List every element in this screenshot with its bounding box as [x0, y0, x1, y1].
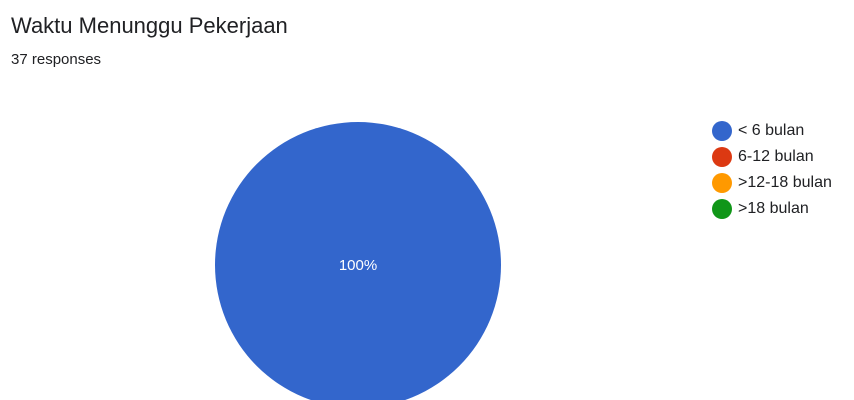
pie-slice[interactable]	[215, 122, 501, 400]
legend-swatch-icon	[712, 147, 732, 167]
legend-item[interactable]: >18 bulan	[712, 196, 854, 222]
legend-label: >18 bulan	[738, 200, 809, 217]
slice-percent-label: 100%	[339, 257, 377, 274]
legend-swatch-icon	[712, 121, 732, 141]
legend-label: 6-12 bulan	[738, 148, 814, 165]
legend-item[interactable]: >12-18 bulan	[712, 170, 854, 196]
legend-swatch-icon	[712, 173, 732, 193]
chart-legend: < 6 bulan 6-12 bulan >12-18 bulan >18 bu…	[712, 118, 854, 222]
legend-label: < 6 bulan	[738, 122, 805, 139]
chart-title: Waktu Menunggu Pekerjaan	[11, 13, 288, 38]
pie-labels: 100%	[339, 257, 377, 274]
legend-label: >12-18 bulan	[738, 174, 832, 191]
pie-slices	[215, 122, 501, 400]
legend-swatch-icon	[712, 199, 732, 219]
response-count: 37 responses	[11, 51, 102, 68]
legend-item[interactable]: < 6 bulan	[712, 118, 854, 144]
legend-item[interactable]: 6-12 bulan	[712, 144, 854, 170]
